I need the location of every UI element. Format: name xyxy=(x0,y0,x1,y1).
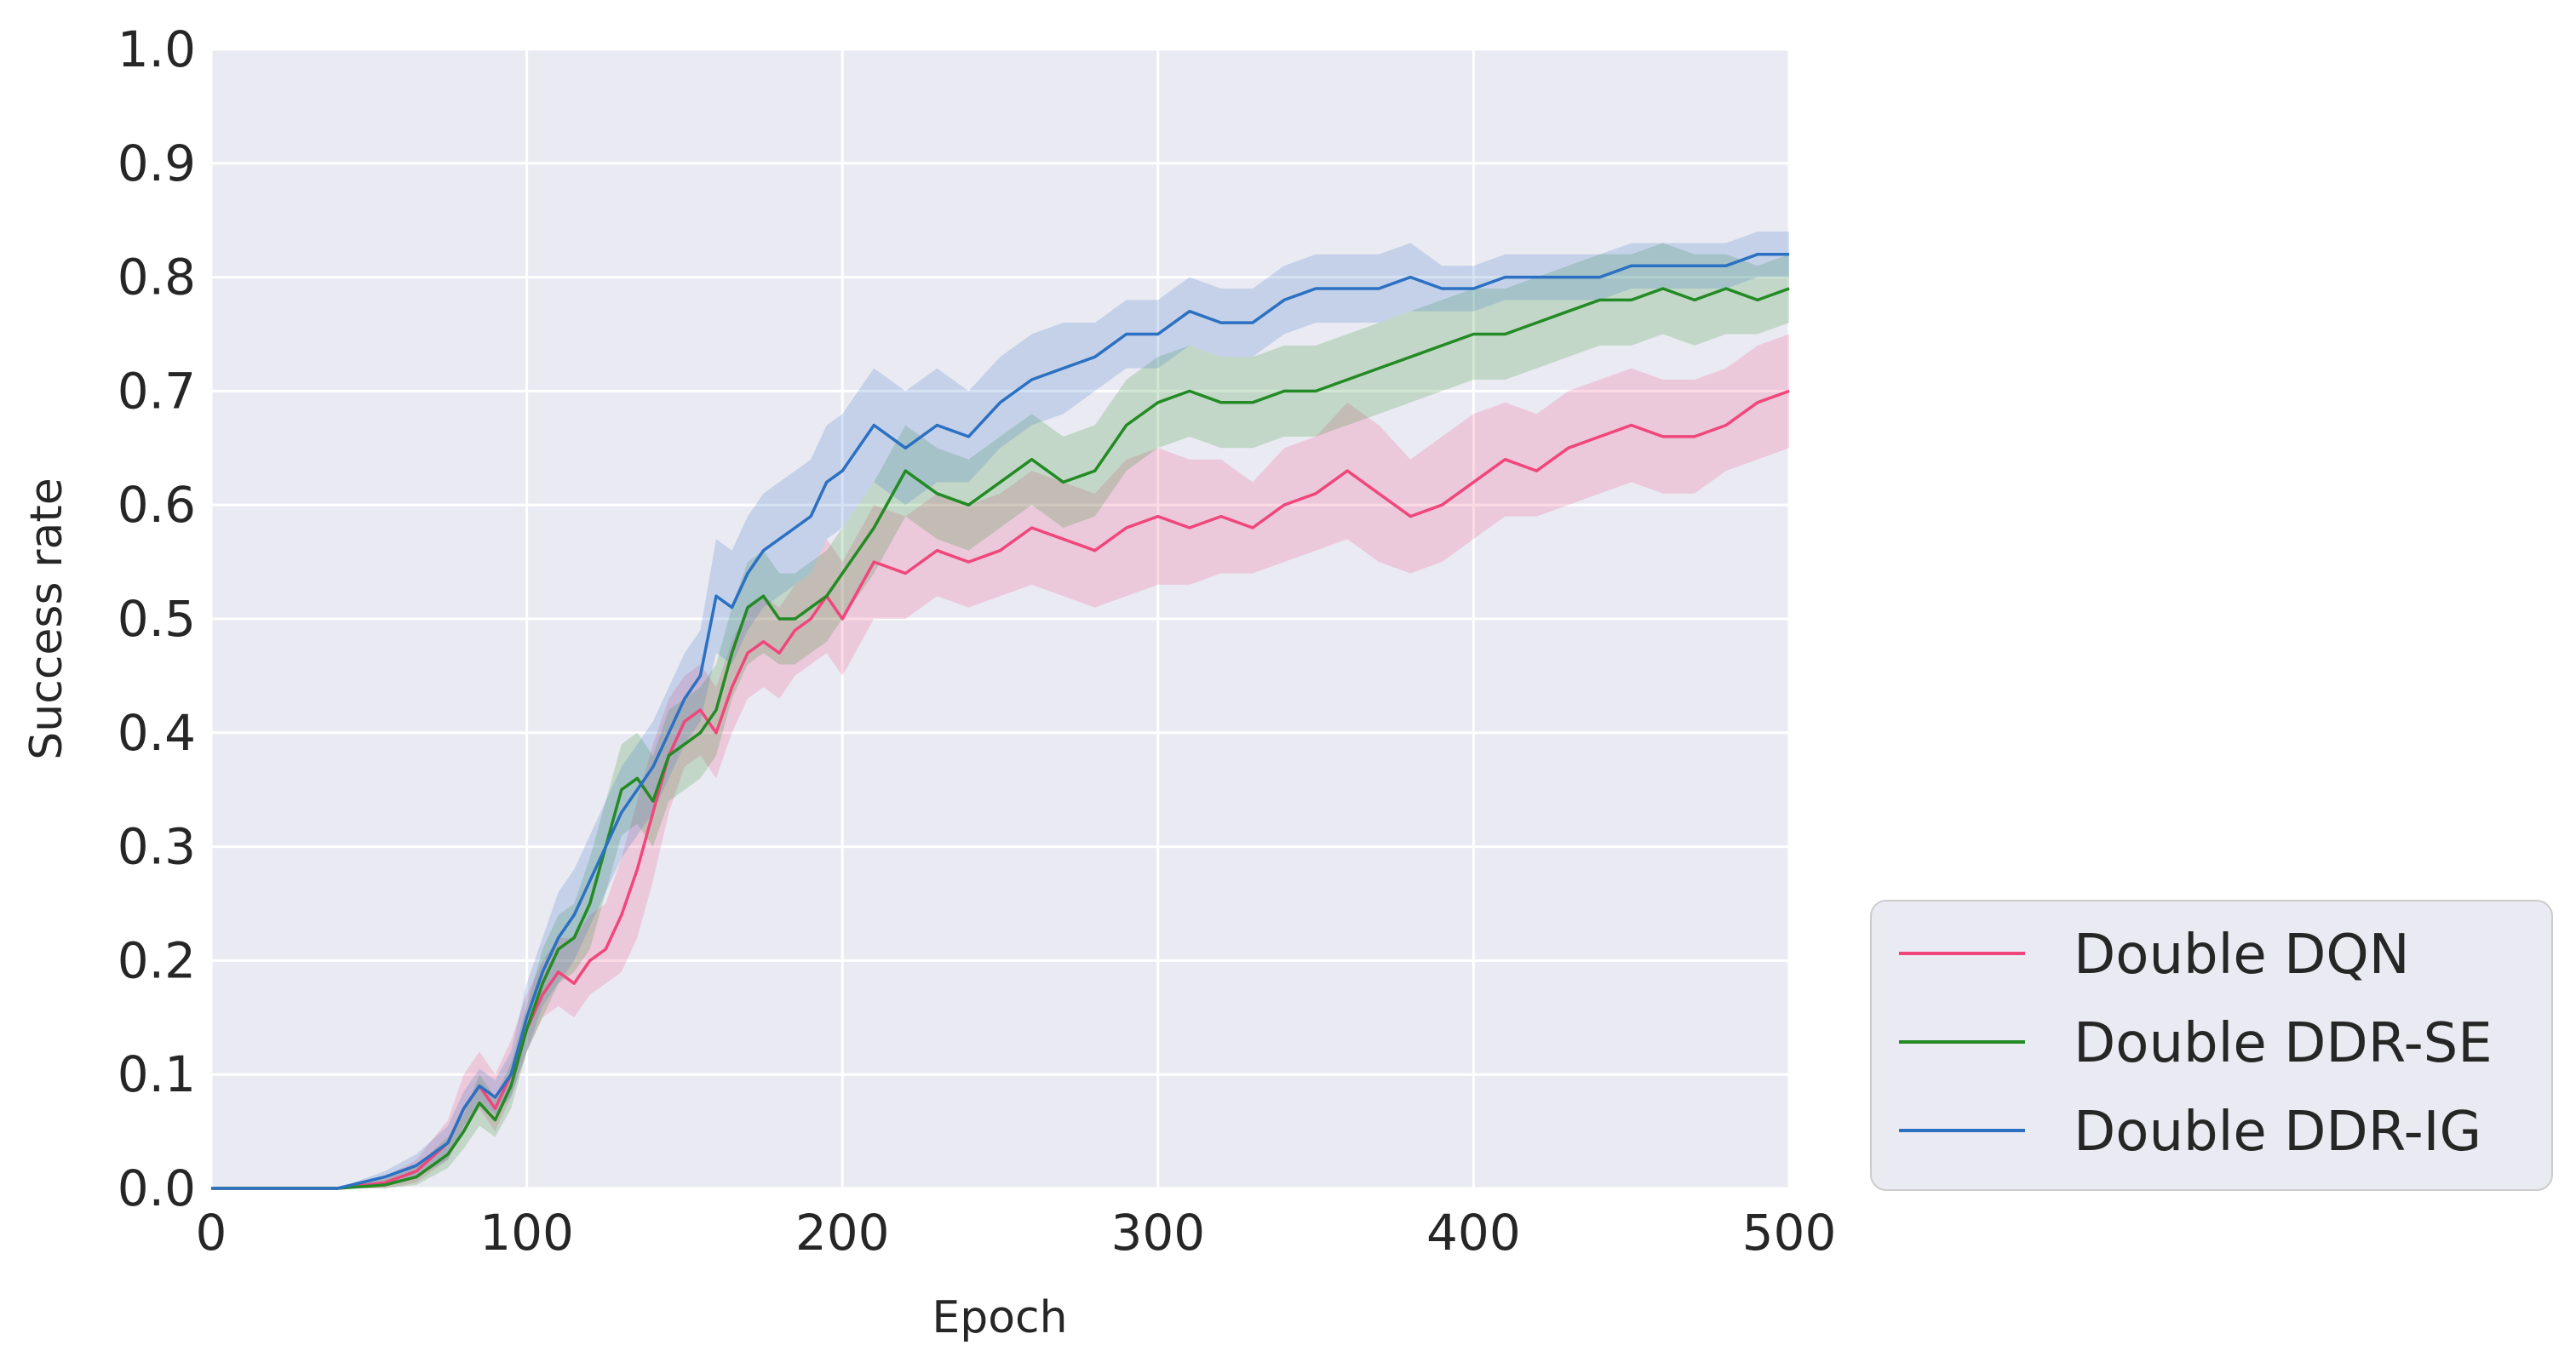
x-tick-label: 400 xyxy=(1426,1204,1521,1262)
y-tick-label: 0.9 xyxy=(118,135,196,192)
series-line-1 xyxy=(211,287,1790,1190)
series-band-0 xyxy=(211,334,1789,1188)
x-tick-label: 300 xyxy=(1110,1204,1205,1262)
x-axis-ticks: 0 100 200 300 400 500 xyxy=(196,1204,1837,1262)
y-tick-label: 0.8 xyxy=(118,249,196,306)
y-tick-label: 0.4 xyxy=(118,704,196,762)
y-tick-label: 0.0 xyxy=(118,1159,196,1217)
y-axis-ticks: 0.0 0.1 0.2 0.3 0.4 0.5 0.6 0.7 0.8 0.9 1.0 xyxy=(118,20,196,1217)
legend-entry-1: Double DDR-SE xyxy=(2074,1012,2493,1075)
series-band-2 xyxy=(211,232,1789,1189)
y-tick-label: 1.0 xyxy=(118,20,196,78)
series-band-1 xyxy=(211,243,1789,1188)
y-tick-label: 0.1 xyxy=(118,1045,196,1103)
legend-entry-0: Double DQN xyxy=(2074,924,2410,987)
x-tick-label: 100 xyxy=(479,1204,574,1262)
legend: Double DQN Double DDR-SE Double DDR-IG xyxy=(1870,900,2553,1191)
y-tick-label: 0.6 xyxy=(118,476,196,534)
y-axis-label: Success rate xyxy=(21,478,72,759)
x-axis-label: Epoch xyxy=(932,1292,1067,1343)
confidence-bands xyxy=(211,232,1789,1189)
x-tick-label: 500 xyxy=(1742,1204,1837,1262)
legend-entry-2: Double DDR-IG xyxy=(2074,1101,2481,1164)
y-tick-label: 0.7 xyxy=(118,362,196,420)
series-lines xyxy=(211,253,1790,1190)
series-line-2 xyxy=(211,253,1789,1190)
y-tick-label: 0.2 xyxy=(118,931,196,989)
y-tick-label: 0.5 xyxy=(118,590,196,648)
x-tick-label: 0 xyxy=(196,1204,227,1262)
legend-box xyxy=(1870,900,2553,1191)
x-tick-label: 200 xyxy=(795,1204,890,1262)
y-tick-label: 0.3 xyxy=(118,818,196,876)
grid-lines xyxy=(209,48,1791,1190)
